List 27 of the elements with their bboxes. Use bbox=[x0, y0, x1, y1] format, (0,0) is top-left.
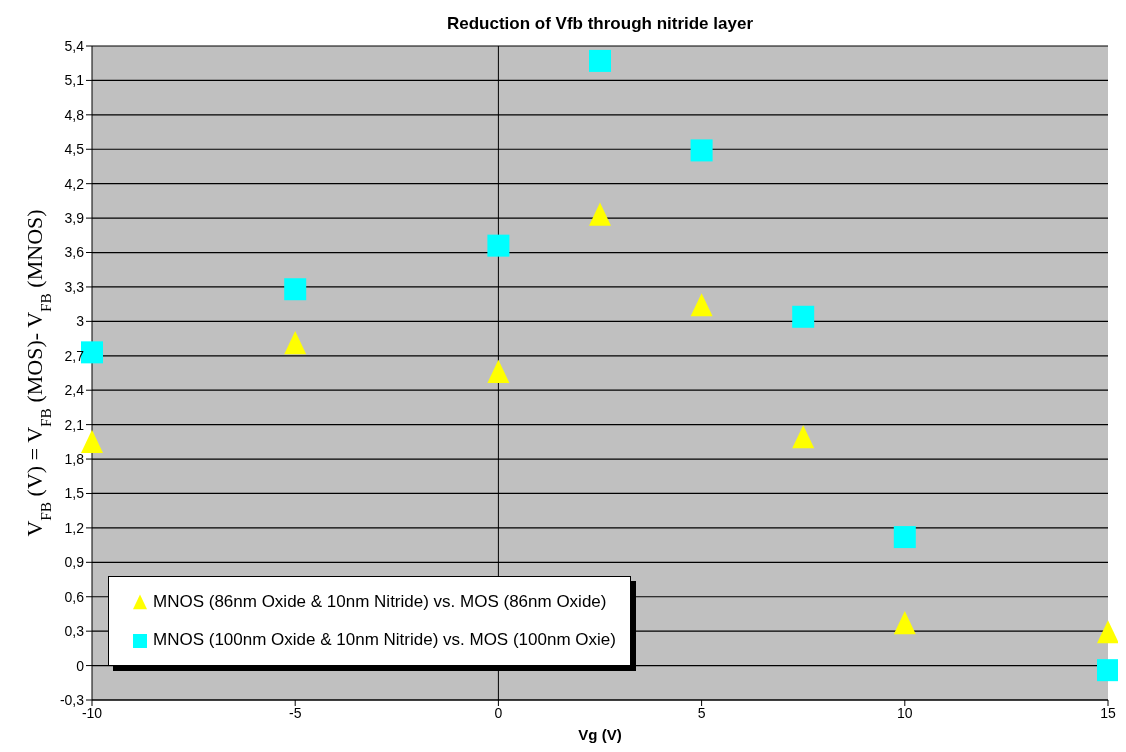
y-tick-label: 3,9 bbox=[64, 210, 85, 227]
y-tick-label: 4,8 bbox=[64, 106, 85, 123]
y-tick-label: 4,2 bbox=[64, 175, 85, 192]
y-tick-label: 5,1 bbox=[64, 72, 85, 89]
x-axis-title: Vg (V) bbox=[578, 726, 622, 743]
y-tick-label: 3,6 bbox=[64, 244, 85, 261]
x-tick-label: 0 bbox=[494, 704, 503, 721]
y-tick-label: 1,2 bbox=[64, 519, 85, 536]
y-tick-label: 0,9 bbox=[64, 554, 85, 571]
y-tick-label: 4,5 bbox=[64, 141, 85, 158]
legend-label: MNOS (86nm Oxide & 10nm Nitride) vs. MOS (86nm Oxide) bbox=[153, 592, 607, 612]
y-tick-label: 0 bbox=[76, 657, 85, 674]
x-tick-label: -5 bbox=[288, 704, 302, 721]
x-tick-label: 10 bbox=[897, 704, 913, 721]
x-tick-label: 5 bbox=[697, 704, 706, 721]
y-tick-label: 1,5 bbox=[64, 485, 85, 502]
y-tick-label: 2,1 bbox=[64, 416, 85, 433]
y-tick-label: 5,4 bbox=[64, 37, 85, 54]
y-tick-label: 2,4 bbox=[64, 382, 85, 399]
y-tick-label: 0,3 bbox=[64, 623, 85, 640]
chart-title: Reduction of Vfb through nitride layer bbox=[446, 14, 754, 34]
y-tick-label: 1,8 bbox=[64, 451, 85, 468]
y-tick-label: 0,6 bbox=[64, 588, 85, 605]
legend-label: MNOS (100nm Oxide & 10nm Nitride) vs. MOS (100nm Oxie) bbox=[153, 630, 616, 650]
y-tick-label: 3,3 bbox=[64, 278, 85, 295]
y-tick-label: 3 bbox=[76, 313, 85, 330]
x-tick-label: 15 bbox=[1100, 704, 1116, 721]
